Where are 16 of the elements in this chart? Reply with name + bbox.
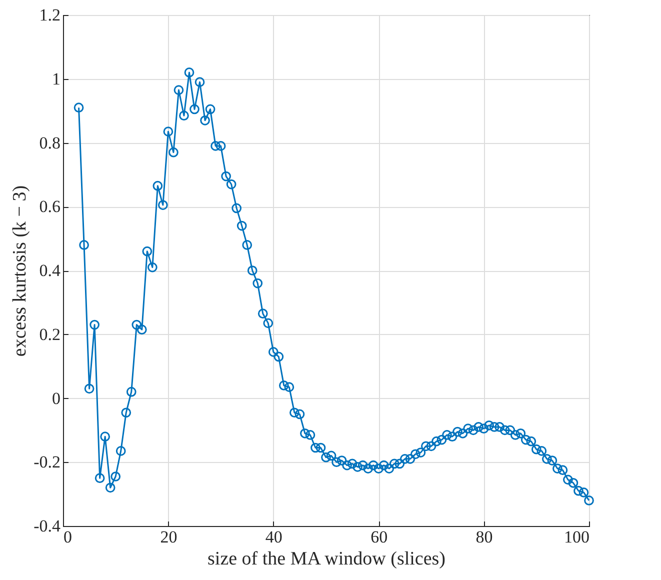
y-tick-label: 0.2: [39, 324, 60, 344]
x-tick-label: 60: [370, 528, 388, 546]
y-tick-label: -0.4: [34, 516, 61, 536]
x-tick-label: 20: [160, 528, 178, 546]
y-tick-label: 0.8: [39, 133, 60, 152]
y-tick-label: 0.6: [39, 197, 60, 216]
y-tick-label: 0.4: [39, 261, 61, 280]
x-tick-label: 100: [564, 528, 590, 546]
y-tick-label: 0: [52, 388, 60, 408]
x-tick-label: 40: [265, 528, 282, 546]
y-tick-label: -0.2: [34, 452, 60, 472]
y-axis-title: excess kurtosis (k − 3): [10, 185, 31, 357]
x-axis-title: size of the MA window (slices): [208, 548, 446, 570]
y-tick-label: 1.2: [39, 6, 60, 24]
y-tick-label: 1: [52, 69, 60, 88]
x-tick-label: 80: [476, 528, 493, 546]
